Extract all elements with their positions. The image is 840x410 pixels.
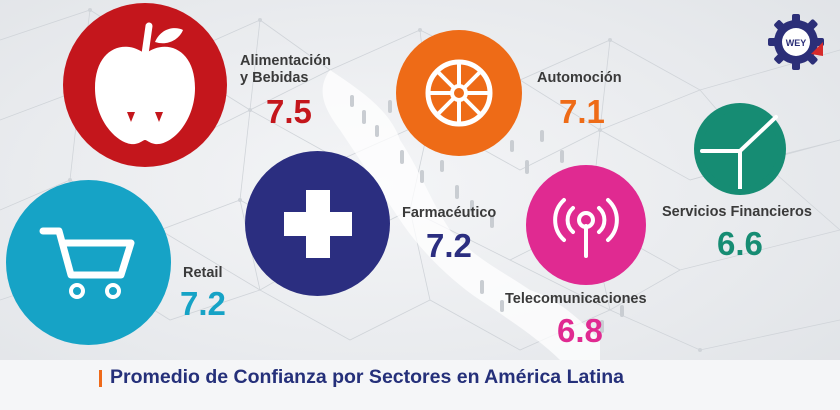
telecom-circle <box>526 165 646 285</box>
finance-label: Servicios Financieros <box>662 204 812 220</box>
automotive-circle <box>396 30 522 156</box>
wheel-icon <box>425 59 493 127</box>
logo-text: WEY <box>786 38 807 48</box>
automotive-value: 7.1 <box>559 93 605 130</box>
food-beverage-label-line2: y Bebidas <box>240 70 309 86</box>
pharma-value: 7.2 <box>426 227 472 264</box>
automotive-label: Automoción <box>537 70 622 86</box>
gear-logo: WEY <box>763 12 829 72</box>
page-title: Promedio de Confianza por Sectores en Am… <box>110 366 624 388</box>
antenna-icon <box>553 198 619 258</box>
title-accent-bar <box>99 370 102 387</box>
retail-label: Retail <box>183 265 223 281</box>
food-beverage-circle <box>63 3 227 167</box>
telecom-value: 6.8 <box>557 312 603 349</box>
shopping-cart-icon <box>39 227 134 299</box>
gear-logo-icon: WEY <box>768 14 824 70</box>
retail-value: 7.2 <box>180 285 226 322</box>
apple-icon <box>95 22 195 145</box>
footer-band <box>0 360 840 410</box>
medical-cross-icon <box>283 189 352 258</box>
pharma-label: Farmacéutico <box>402 205 497 221</box>
finance-value: 6.6 <box>717 225 763 262</box>
telecom-label: Telecomunicaciones <box>505 291 647 307</box>
food-beverage-label: Alimentación y Bebidas <box>240 53 331 87</box>
pie-chart-icon <box>700 111 778 189</box>
retail-circle <box>6 180 171 345</box>
food-beverage-label-line1: Alimentación <box>240 53 332 69</box>
finance-circle <box>694 103 786 195</box>
food-beverage-value: 7.5 <box>266 93 312 130</box>
pharma-circle <box>245 151 390 296</box>
